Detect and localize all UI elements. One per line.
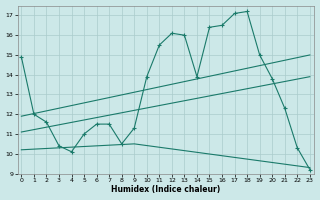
X-axis label: Humidex (Indice chaleur): Humidex (Indice chaleur) — [111, 185, 220, 194]
